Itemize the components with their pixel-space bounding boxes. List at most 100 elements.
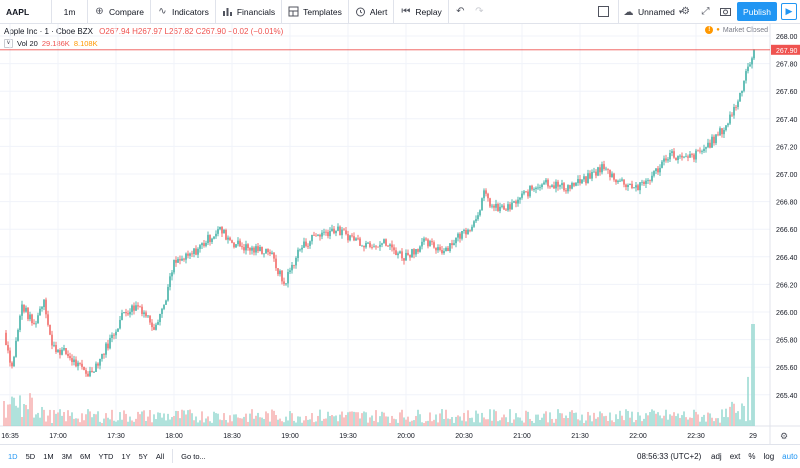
- log-toggle[interactable]: log: [763, 452, 775, 461]
- time-tick-label: 17:30: [107, 433, 125, 440]
- volume-bar: [663, 415, 665, 426]
- candle-body: [505, 209, 507, 211]
- templates-button[interactable]: Templates: [282, 0, 349, 24]
- volume-bar: [87, 409, 89, 426]
- replay-button[interactable]: ⏮ Replay: [394, 0, 449, 24]
- alert-button[interactable]: Alert: [349, 0, 395, 24]
- candle-body: [229, 237, 231, 241]
- volume-bar: [147, 416, 149, 426]
- volume-bar: [573, 412, 575, 426]
- range-5y[interactable]: 5Y: [138, 451, 148, 461]
- symbol-search[interactable]: AAPL: [0, 0, 52, 24]
- price-chart[interactable]: 268.00 267.80 267.60 267.40 267.20 267.00 266.…: [0, 24, 800, 444]
- volume-bar: [517, 417, 519, 426]
- candle-body: [449, 243, 451, 252]
- volume-bar: [605, 415, 607, 426]
- indicators-button[interactable]: ∿ Indicators: [151, 0, 216, 24]
- range-1m[interactable]: 1M: [43, 451, 54, 461]
- publish-button[interactable]: Publish: [737, 2, 777, 21]
- interval-selector[interactable]: 1m: [52, 0, 88, 24]
- volume-bar: [733, 403, 735, 426]
- volume-bar: [201, 411, 203, 426]
- range-1y[interactable]: 1Y: [121, 451, 131, 461]
- redo-icon[interactable]: ↷: [475, 6, 484, 17]
- candle-body: [675, 157, 677, 160]
- range-1d[interactable]: 1D: [8, 451, 18, 461]
- candle-body: [459, 233, 461, 239]
- candle-body: [181, 258, 183, 261]
- expand-icon[interactable]: ⤢: [701, 6, 710, 17]
- volume-bar: [439, 413, 441, 426]
- candle-body: [369, 242, 371, 247]
- legend-volume: ∨ Vol 20 29.186K 8.108K: [4, 39, 98, 48]
- candle-body: [311, 234, 313, 242]
- volume-bar: [51, 422, 53, 426]
- price-tick-label: 266.80: [776, 200, 798, 207]
- layout-selector[interactable]: ☁ Unnamed ▾: [618, 0, 682, 24]
- range-6m[interactable]: 6M: [80, 451, 91, 461]
- volume-bar: [49, 409, 51, 426]
- candle-body: [477, 215, 479, 220]
- candle-body: [729, 114, 731, 124]
- volume-bar: [143, 410, 145, 426]
- volume-bar: [501, 417, 503, 426]
- candle-body: [267, 249, 269, 253]
- ext-toggle[interactable]: ext: [729, 452, 741, 461]
- candle-body: [265, 249, 267, 254]
- candle-body: [141, 306, 143, 314]
- volume-bar: [257, 412, 259, 426]
- range-5d[interactable]: 5D: [25, 451, 36, 461]
- volume-bar: [679, 417, 681, 426]
- axis-settings-gear-icon[interactable]: ⚙: [780, 431, 788, 441]
- volume-bar: [295, 422, 297, 426]
- goto-button[interactable]: Go to...: [181, 451, 206, 461]
- candle-body: [377, 246, 379, 248]
- range-ytd[interactable]: YTD: [98, 451, 114, 461]
- candle-body: [731, 114, 733, 116]
- candle-body: [315, 235, 317, 237]
- candle-body: [197, 248, 199, 255]
- candle-body: [727, 123, 729, 126]
- range-3m[interactable]: 3M: [61, 451, 73, 461]
- volume-bar: [401, 409, 403, 426]
- last-price-label: 267.90: [776, 48, 798, 55]
- clock-label[interactable]: 08:56:33 (UTC+2): [637, 452, 702, 461]
- time-tick-label: 29: [749, 433, 757, 440]
- collapse-chevron-icon[interactable]: ∨: [4, 39, 13, 48]
- volume-bar: [743, 405, 745, 426]
- candle-body: [245, 244, 247, 251]
- candle-body: [23, 304, 25, 312]
- range-all[interactable]: All: [155, 451, 165, 461]
- volume-bar: [77, 418, 79, 426]
- candle-body: [73, 359, 75, 363]
- volume-bar: [117, 420, 119, 426]
- volume-bar: [565, 415, 567, 426]
- candle-body: [621, 179, 623, 181]
- volume-bar: [619, 410, 621, 426]
- candle-body: [391, 244, 393, 248]
- volume-bar: [19, 395, 21, 426]
- legend-title: Apple Inc · 1 · Cboe BZX: [4, 27, 93, 36]
- auto-toggle[interactable]: auto: [782, 452, 798, 461]
- percent-toggle[interactable]: %: [748, 452, 756, 461]
- adj-toggle[interactable]: adj: [711, 452, 722, 461]
- compare-button[interactable]: ⊕ Compare: [88, 0, 151, 24]
- candle-body: [673, 151, 675, 158]
- fullscreen-square-icon[interactable]: [598, 6, 609, 17]
- candle-body: [263, 253, 265, 255]
- volume-bar: [639, 415, 641, 426]
- candle-body: [75, 359, 77, 367]
- camera-icon[interactable]: [720, 6, 731, 17]
- price-tick-label: 267.00: [776, 172, 798, 179]
- financials-button[interactable]: Financials: [216, 0, 283, 24]
- candle-body: [77, 362, 79, 367]
- undo-icon[interactable]: ↶: [456, 6, 465, 17]
- volume-bar: [135, 418, 137, 426]
- publish-dropdown-button[interactable]: ▶: [781, 3, 797, 20]
- candle-body: [221, 226, 223, 234]
- candle-body: [7, 345, 9, 351]
- gear-icon[interactable]: ⚙: [681, 6, 690, 17]
- volume-bar: [683, 411, 685, 426]
- candle-body: [629, 183, 631, 185]
- candle-body: [319, 234, 321, 237]
